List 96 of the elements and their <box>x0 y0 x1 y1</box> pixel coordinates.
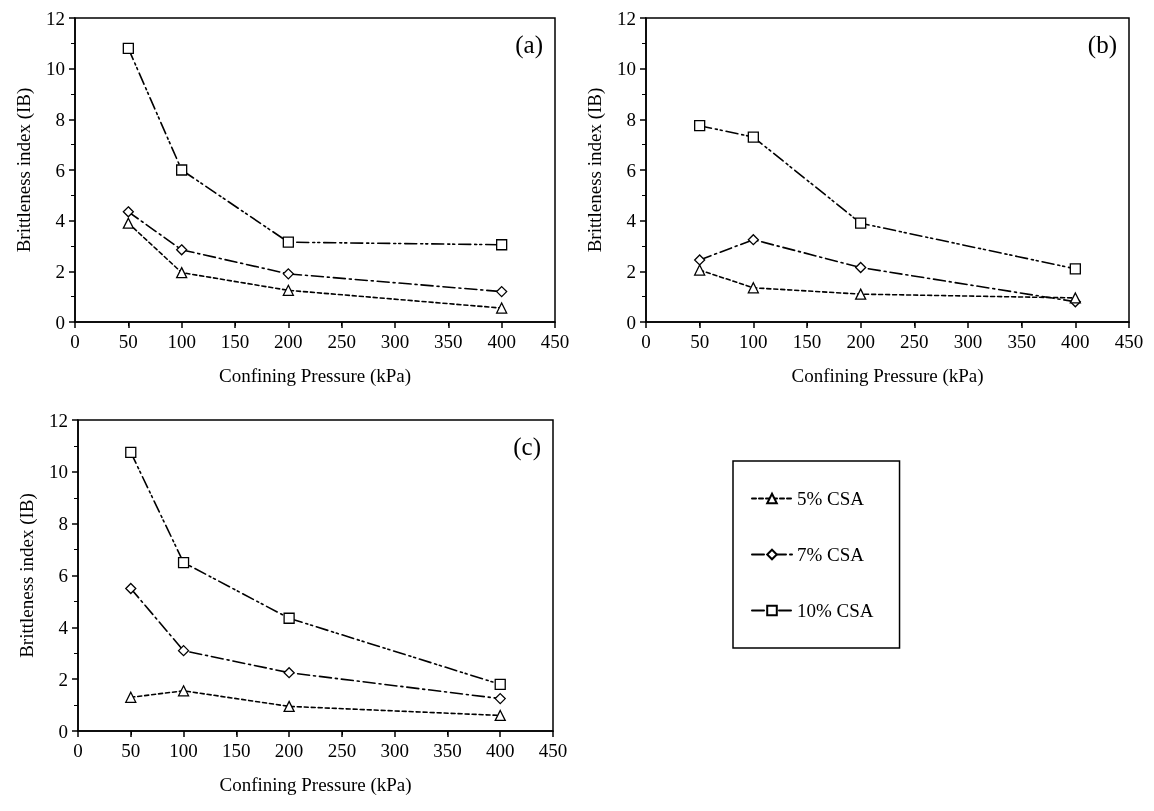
x-tick-label: 300 <box>953 331 983 352</box>
point <box>694 254 706 266</box>
y-tick-label: 8 <box>58 513 68 535</box>
y-tick-label: 8 <box>55 108 65 130</box>
point <box>855 261 867 274</box>
point <box>747 234 759 246</box>
y-axis-title: Brittleness index (IB) <box>16 493 38 658</box>
point <box>283 667 295 679</box>
point <box>855 217 867 229</box>
y-tick-label: 10 <box>49 461 68 483</box>
y-tick-label: 6 <box>55 159 65 181</box>
point <box>694 120 706 132</box>
x-axis-title: Confining Pressure (kPa) <box>791 365 984 387</box>
annotation: (a) <box>515 31 543 59</box>
point <box>496 302 508 314</box>
point <box>494 709 506 722</box>
y-tick-label: 6 <box>626 159 636 181</box>
y-tick-label: 0 <box>55 311 65 333</box>
point <box>494 692 506 705</box>
point <box>1069 263 1081 275</box>
x-tick-label: 150 <box>792 331 822 352</box>
y-axis-title: Brittleness index (IB) <box>584 87 606 253</box>
x-tick-label: 200 <box>846 331 875 352</box>
x-tick-label: 400 <box>1061 331 1090 352</box>
y-tick-label: 6 <box>58 565 68 586</box>
y-tick-label: 10 <box>46 58 65 80</box>
point <box>177 556 190 569</box>
x-axis-title: Confining Pressure (kPa) <box>219 774 412 796</box>
point <box>122 42 134 55</box>
legend-label: 7% CSA <box>797 544 865 565</box>
y-tick-label: 2 <box>58 668 68 690</box>
point <box>282 284 294 296</box>
point <box>176 266 188 279</box>
point <box>694 264 706 276</box>
x-tick-label: 250 <box>327 331 356 352</box>
point <box>1069 292 1081 304</box>
x-tick-label: 50 <box>690 331 710 352</box>
point <box>177 645 190 657</box>
x-tick-label: 100 <box>739 331 768 352</box>
point <box>283 700 295 713</box>
x-tick-label: 400 <box>485 740 515 761</box>
x-tick-label: 100 <box>169 740 198 761</box>
point <box>125 582 137 595</box>
point <box>176 244 188 256</box>
y-tick-label: 12 <box>46 7 65 29</box>
x-tick-label: 450 <box>1114 331 1144 352</box>
y-tick-label: 12 <box>49 409 68 431</box>
y-tick-label: 12 <box>617 7 636 29</box>
point <box>282 236 294 248</box>
x-tick-label: 0 <box>641 331 651 352</box>
point <box>122 206 134 218</box>
y-tick-label: 4 <box>626 210 637 232</box>
legend-label: 10% CSA <box>797 600 874 621</box>
point <box>177 685 190 697</box>
x-tick-label: 200 <box>274 331 303 352</box>
x-tick-label: 450 <box>538 740 568 761</box>
point <box>125 691 137 703</box>
y-tick-label: 0 <box>58 720 68 742</box>
point <box>122 217 134 229</box>
annotation: (b) <box>1087 31 1118 59</box>
x-tick-label: 50 <box>118 331 138 352</box>
point <box>176 164 188 176</box>
x-tick-label: 350 <box>434 331 463 352</box>
point <box>747 282 759 294</box>
point <box>855 288 867 300</box>
x-tick-label: 300 <box>380 331 410 352</box>
annotation: (c) <box>513 433 541 461</box>
x-tick-label: 400 <box>487 331 516 352</box>
legend-label: 5% CSA <box>797 488 865 509</box>
y-tick-label: 4 <box>55 210 66 232</box>
x-tick-label: 350 <box>1007 331 1036 352</box>
point <box>496 239 508 251</box>
point <box>494 678 506 690</box>
x-tick-label: 350 <box>433 740 462 761</box>
point <box>747 131 759 143</box>
y-axis-title: Brittleness index (IB) <box>13 87 35 253</box>
point <box>282 268 294 280</box>
x-tick-label: 250 <box>327 740 357 761</box>
y-tick-label: 2 <box>55 260 65 282</box>
x-tick-label: 300 <box>380 740 409 761</box>
x-tick-label: 0 <box>73 740 83 761</box>
x-tick-label: 450 <box>540 331 570 352</box>
y-tick-label: 10 <box>617 58 636 80</box>
x-axis-title: Confining Pressure (kPa) <box>218 365 412 387</box>
x-tick-label: 100 <box>167 331 196 352</box>
x-tick-label: 150 <box>222 740 251 761</box>
x-tick-label: 50 <box>121 740 141 761</box>
y-tick-label: 4 <box>58 616 69 638</box>
x-tick-label: 250 <box>900 331 929 352</box>
y-tick-label: 2 <box>626 260 636 282</box>
x-tick-label: 200 <box>274 740 304 761</box>
x-tick-label: 150 <box>220 331 250 352</box>
point <box>283 612 295 624</box>
y-tick-label: 0 <box>626 311 636 333</box>
y-tick-label: 8 <box>626 108 636 130</box>
point <box>125 446 137 459</box>
